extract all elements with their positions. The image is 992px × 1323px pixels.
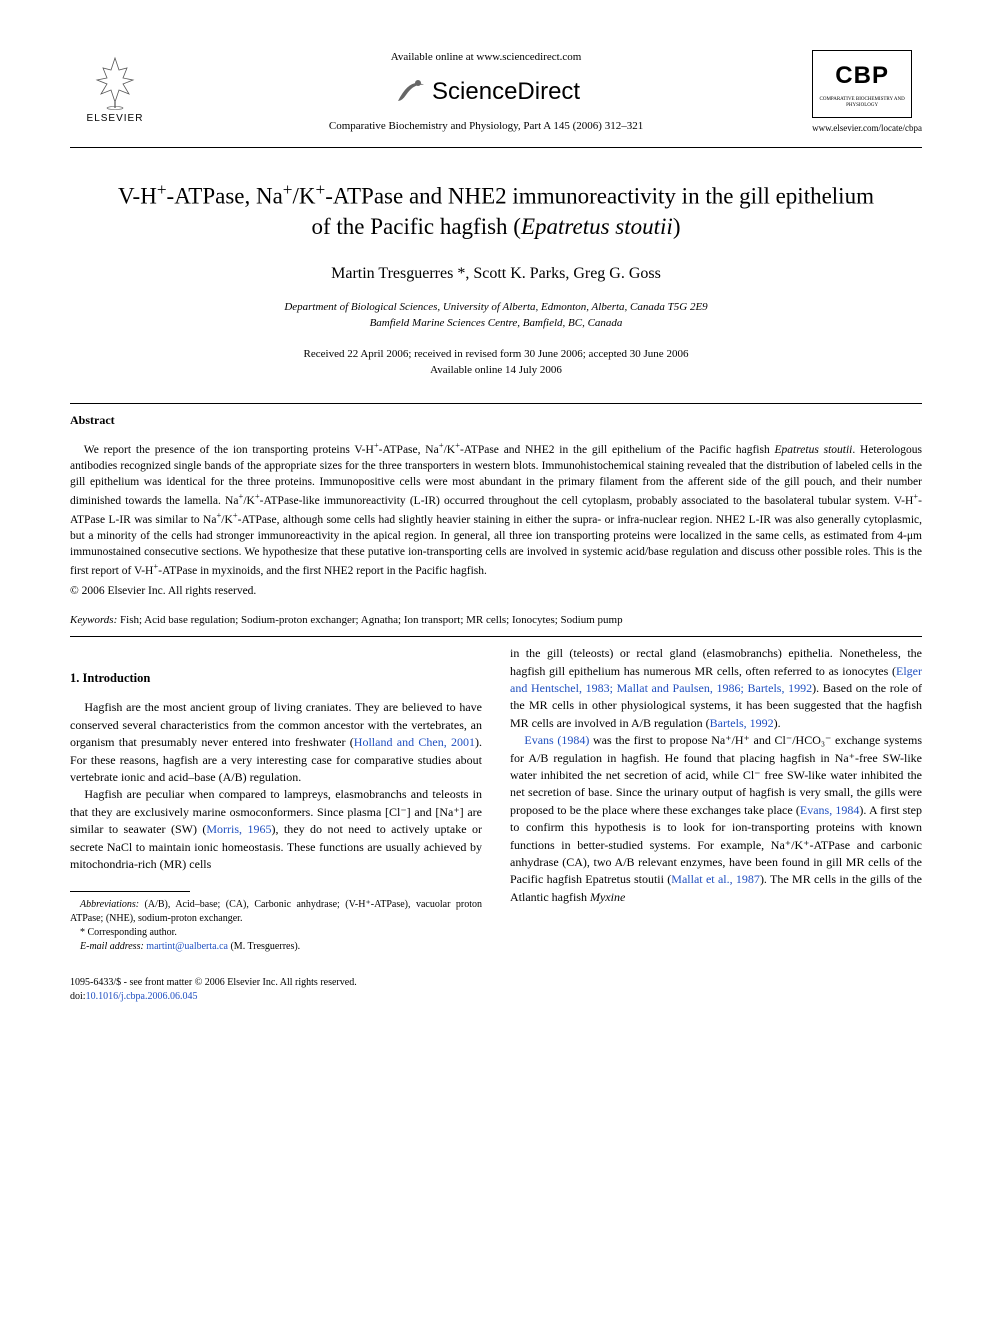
abstract-bottom-rule <box>70 636 922 637</box>
footnote-corresponding: * Corresponding author. <box>70 926 482 940</box>
issn-line: 1095-6433/$ - see front matter © 2006 El… <box>70 976 922 990</box>
abstract-heading: Abstract <box>70 412 922 429</box>
keywords-text: Fish; Acid base regulation; Sodium-proto… <box>117 614 622 626</box>
author-line: Martin Tresguerres *, Scott K. Parks, Gr… <box>70 263 922 285</box>
ref-evans-1[interactable]: Evans (1984) <box>524 733 589 747</box>
cbp-box: CBP COMPARATIVE BIOCHEMISTRY AND PHYSIOL… <box>812 50 912 118</box>
page-header: ELSEVIER Available online at www.science… <box>70 50 922 135</box>
footnote-email: E-mail address: martint@ualberta.ca (M. … <box>70 940 482 954</box>
doi-link[interactable]: 10.1016/j.cbpa.2006.06.045 <box>86 991 198 1002</box>
intro-p3: in the gill (teleosts) or rectal gland (… <box>510 645 922 732</box>
footnote-rule <box>70 891 190 892</box>
intro-p1: Hagfish are the most ancient group of li… <box>70 699 482 786</box>
ref-mallat[interactable]: Mallat et al., 1987 <box>671 872 760 886</box>
ref-morris[interactable]: Morris, 1965 <box>206 822 271 836</box>
sd-swoosh-icon <box>392 73 428 109</box>
journal-citation: Comparative Biochemistry and Physiology,… <box>160 119 812 134</box>
intro-p4: Evans (1984) was the first to propose Na… <box>510 732 922 906</box>
elsevier-logo: ELSEVIER <box>70 50 160 126</box>
affil-line-1: Department of Biological Sciences, Unive… <box>284 301 707 313</box>
page-footer: 1095-6433/$ - see front matter © 2006 El… <box>70 976 922 1004</box>
doi-line: doi:10.1016/j.cbpa.2006.06.045 <box>70 990 922 1004</box>
abstract-body: We report the presence of the ion transp… <box>70 439 922 579</box>
article-title: V-H+-ATPase, Na+/K+-ATPase and NHE2 immu… <box>110 178 882 243</box>
elsevier-label: ELSEVIER <box>87 112 144 126</box>
ref-bartels[interactable]: Bartels, 1992 <box>710 716 774 730</box>
header-center: Available online at www.sciencedirect.co… <box>160 50 812 135</box>
footnote-abbrev: Abbreviations: (A/B), Acid–base; (CA), C… <box>70 898 482 926</box>
article-dates: Received 22 April 2006; received in revi… <box>70 346 922 379</box>
ref-evans-2[interactable]: Evans, 1984 <box>800 803 860 817</box>
available-online-text: Available online at www.sciencedirect.co… <box>160 50 812 65</box>
section-1-heading: 1. Introduction <box>70 669 482 687</box>
body-columns: 1. Introduction Hagfish are the most anc… <box>70 645 922 954</box>
keywords-line: Keywords: Fish; Acid base regulation; So… <box>70 613 922 628</box>
header-rule <box>70 147 922 148</box>
intro-p2: Hagfish are peculiar when compared to la… <box>70 786 482 873</box>
email-link[interactable]: martint@ualberta.ca <box>146 941 228 952</box>
abstract-top-rule <box>70 403 922 404</box>
cbp-url: www.elsevier.com/locate/cbpa <box>812 122 922 135</box>
cbp-subtitle: COMPARATIVE BIOCHEMISTRY AND PHYSIOLOGY <box>819 97 905 109</box>
elsevier-tree-icon <box>85 50 145 110</box>
cbp-title: CBP <box>819 59 905 93</box>
journal-badge-block: CBP COMPARATIVE BIOCHEMISTRY AND PHYSIOL… <box>812 50 922 134</box>
footnotes: Abbreviations: (A/B), Acid–base; (CA), C… <box>70 898 482 954</box>
affil-line-2: Bamfield Marine Sciences Centre, Bamfiel… <box>370 317 623 329</box>
abstract-copyright: © 2006 Elsevier Inc. All rights reserved… <box>70 583 922 599</box>
sciencedirect-text: ScienceDirect <box>432 75 580 109</box>
sciencedirect-logo: ScienceDirect <box>160 73 812 109</box>
ref-holland-chen[interactable]: Holland and Chen, 2001 <box>354 735 475 749</box>
dates-available: Available online 14 July 2006 <box>430 364 562 376</box>
keywords-label: Keywords: <box>70 614 117 626</box>
affiliations: Department of Biological Sciences, Unive… <box>70 299 922 332</box>
dates-received: Received 22 April 2006; received in revi… <box>304 348 689 360</box>
